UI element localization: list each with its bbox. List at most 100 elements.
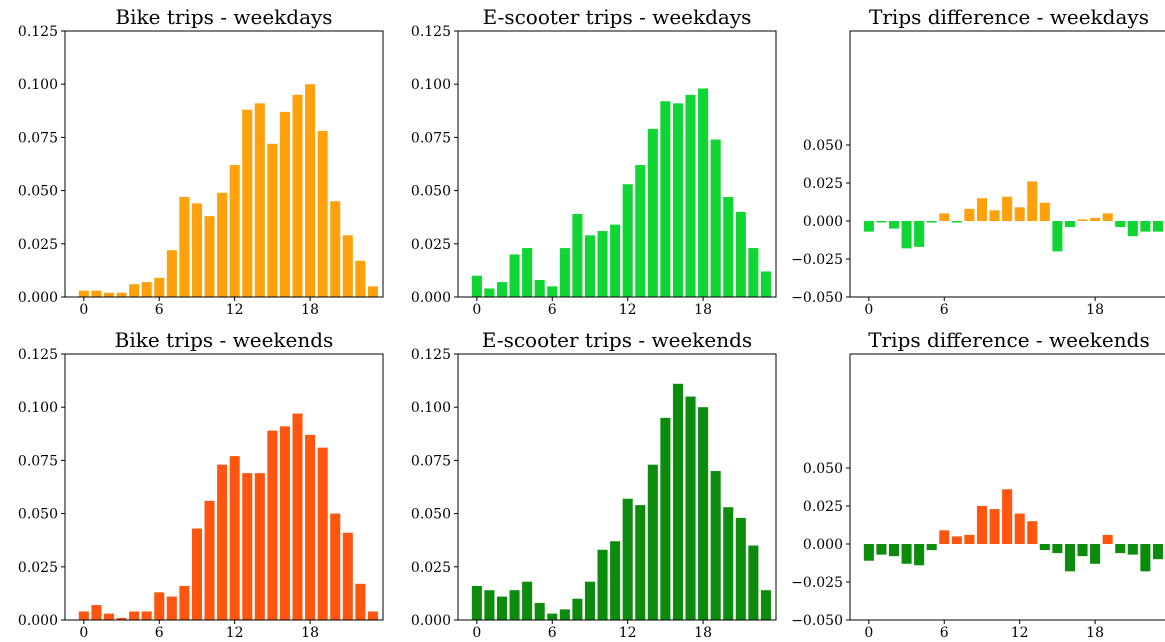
bar <box>760 271 771 297</box>
bar <box>1002 489 1013 544</box>
y-tick-label: 0.100 <box>411 77 451 93</box>
bar <box>484 590 495 620</box>
bar <box>710 139 721 297</box>
bar <box>685 94 696 297</box>
bar <box>330 201 341 297</box>
x-tick-label: 12 <box>619 625 637 641</box>
bar <box>267 143 278 297</box>
bar <box>78 611 89 620</box>
y-tick-label: 0.025 <box>803 499 843 515</box>
x-tick-label: 18 <box>1086 625 1104 641</box>
y-tick-label: 0.000 <box>18 613 58 629</box>
bar <box>672 383 683 620</box>
y-tick-label: 0.025 <box>803 176 843 192</box>
y-tick-label: 0.025 <box>18 237 58 253</box>
x-tick-label: 6 <box>940 625 949 641</box>
bar <box>1052 544 1063 554</box>
bar <box>1002 196 1013 221</box>
bar <box>964 208 975 221</box>
bar <box>888 544 900 557</box>
bar <box>914 221 925 247</box>
bar <box>723 507 734 620</box>
axes-frame <box>457 353 777 621</box>
bar <box>1027 521 1038 544</box>
panel-scooter-weekdays: E-scooter trips - weekdays 0.000 0.025 0.0… <box>411 5 777 318</box>
bar <box>989 509 1000 544</box>
bar <box>926 544 937 551</box>
bar <box>584 235 596 297</box>
bar <box>484 288 495 297</box>
bar <box>610 224 621 297</box>
y-tick-label: 0.050 <box>803 138 843 154</box>
bar <box>622 184 633 297</box>
bar <box>989 210 1000 221</box>
bar <box>1077 544 1088 557</box>
x-tick-label: 0 <box>864 625 873 641</box>
bar <box>876 544 887 555</box>
bar <box>242 473 253 620</box>
bar <box>939 213 950 221</box>
x-tick-label: 6 <box>548 302 557 318</box>
y-tick-label: 0.075 <box>411 453 451 469</box>
bar <box>496 282 508 297</box>
bar <box>584 581 596 620</box>
bar <box>292 413 303 620</box>
bar <box>191 203 203 297</box>
y-tick-label: 0.050 <box>18 507 58 523</box>
y-tick-label: 0.000 <box>803 214 843 230</box>
panel-title: E-scooter trips - weekends <box>482 328 752 352</box>
y-tick-label: 0.100 <box>18 77 58 93</box>
bar <box>267 430 278 620</box>
bar <box>229 165 240 297</box>
y-tick-label: 0.125 <box>411 347 451 363</box>
x-tick-label: 0 <box>79 302 88 318</box>
y-tick-label: 0.075 <box>411 130 451 146</box>
panel-title: Bike trips - weekdays <box>115 5 332 29</box>
bar <box>217 464 228 620</box>
bar <box>330 513 341 620</box>
bar <box>901 221 912 249</box>
y-tick-label: 0.025 <box>411 560 451 576</box>
bar <box>976 198 988 221</box>
bar <box>217 192 228 297</box>
y-tick-label: 0.050 <box>803 461 843 477</box>
y-tick-label: 0.000 <box>411 613 451 629</box>
bar <box>964 534 975 544</box>
bar <box>129 284 140 297</box>
x-tick-label: 18 <box>694 625 712 641</box>
y-tick-label: −0.025 <box>791 252 843 268</box>
bar <box>471 275 482 297</box>
y-tick-label: 0.100 <box>18 400 58 416</box>
bar <box>647 464 658 620</box>
bar <box>572 598 583 620</box>
bar <box>534 279 545 297</box>
y-tick-label: 0.025 <box>411 237 451 253</box>
bar <box>279 111 290 297</box>
bar <box>116 292 127 297</box>
panel-title: E-scooter trips - weekdays <box>483 5 752 29</box>
y-tick-label: 0.050 <box>18 184 58 200</box>
bar <box>1064 221 1075 228</box>
bar <box>672 103 683 297</box>
bar <box>876 221 887 223</box>
bar <box>1014 207 1025 221</box>
bar <box>522 248 533 297</box>
bar <box>522 581 533 620</box>
bar <box>141 611 152 620</box>
bar <box>129 611 140 620</box>
axes-frame <box>849 353 1165 621</box>
bar <box>597 231 608 297</box>
bar <box>367 286 378 297</box>
bar <box>1039 544 1050 551</box>
bar <box>367 611 378 620</box>
bar <box>597 549 608 620</box>
bar <box>1102 213 1113 221</box>
bar <box>342 235 353 297</box>
x-tick-label: 0 <box>472 302 481 318</box>
bar <box>926 221 937 223</box>
bar <box>1127 544 1138 555</box>
axes-frame <box>849 30 1165 298</box>
x-tick-label: 0 <box>864 302 873 318</box>
bar <box>1152 544 1163 560</box>
